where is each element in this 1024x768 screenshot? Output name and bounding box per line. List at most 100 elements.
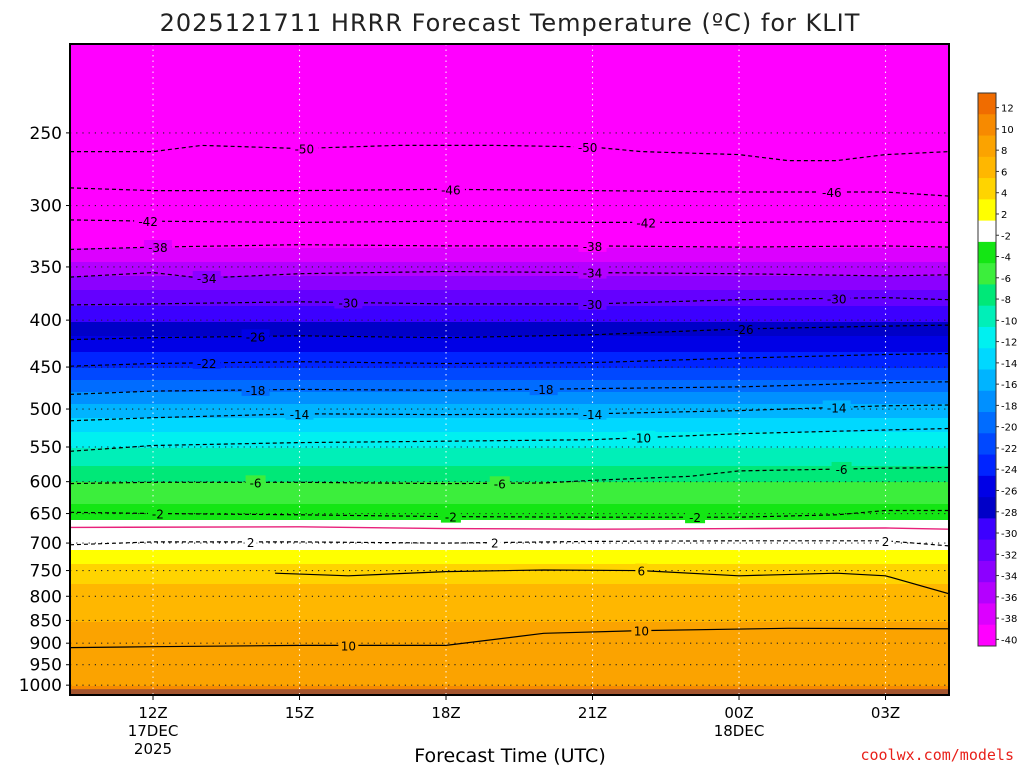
- temperature-band: [70, 170, 949, 173]
- temperature-band: [70, 180, 949, 183]
- temperature-band: [70, 614, 949, 617]
- contour-label: -34: [583, 267, 603, 281]
- contour-label: 10: [634, 625, 649, 639]
- temperature-band: [70, 236, 949, 239]
- contour-label-bg: [635, 563, 648, 577]
- temperature-band: [70, 136, 949, 139]
- colorbar-label: -18: [1001, 401, 1017, 412]
- y-tick-label: 700: [30, 534, 62, 554]
- temperature-band: [70, 466, 949, 469]
- temperature-band: [70, 398, 949, 401]
- colorbar-label: -40: [1001, 635, 1017, 646]
- temperature-band: [70, 106, 949, 109]
- temperature-band: [70, 532, 949, 535]
- temperature-band: [70, 276, 949, 279]
- temperature-band: [70, 164, 949, 167]
- temperature-band: [70, 270, 949, 273]
- temperature-band: [70, 280, 949, 283]
- temperature-band: [70, 88, 949, 91]
- colorbar-swatch: [978, 156, 996, 179]
- temperature-band: [70, 382, 949, 385]
- temperature-band: [70, 608, 949, 611]
- colorbar-label: -32: [1001, 550, 1017, 561]
- contour-label: -14: [290, 408, 310, 422]
- colorbar-frame: [977, 92, 997, 647]
- temperature-band: [70, 138, 949, 141]
- temperature-band: [70, 156, 949, 159]
- contour-label: -46: [441, 183, 461, 197]
- temperature-band: [70, 310, 949, 313]
- temperature-band: [70, 370, 949, 373]
- temperature-band: [70, 568, 949, 571]
- contour-label: -26: [246, 330, 266, 344]
- temperature-band: [70, 516, 949, 519]
- x-axis-title: Forecast Time (UTC): [414, 745, 605, 767]
- temperature-band: [70, 298, 949, 301]
- temperature-band: [70, 428, 949, 431]
- temperature-band: [70, 440, 949, 443]
- contour-label: -42: [636, 216, 656, 230]
- temperature-band: [70, 98, 949, 101]
- contour-label: -50: [578, 141, 598, 155]
- colorbar-swatch: [978, 199, 996, 222]
- temperature-band: [70, 414, 949, 417]
- temperature-band: [70, 186, 949, 189]
- temperature-band: [70, 592, 949, 595]
- temperature-band: [70, 92, 949, 95]
- temperature-band: [70, 334, 949, 337]
- contour-label: 10: [341, 639, 356, 653]
- temperature-band: [70, 356, 949, 359]
- temperature-band: [70, 618, 949, 621]
- temperature-band: [70, 318, 949, 321]
- temperature-band: [70, 678, 949, 681]
- temperature-band: [70, 308, 949, 311]
- contour-label: -26: [734, 323, 754, 337]
- temperature-band: [70, 590, 949, 593]
- temperature-band: [70, 322, 949, 325]
- temperature-band: [70, 520, 949, 523]
- colorbar-label: -4: [1001, 253, 1011, 264]
- temperature-band: [70, 110, 949, 113]
- temperature-band: [70, 290, 949, 293]
- temperature-band: [70, 686, 949, 689]
- temperature-band: [70, 628, 949, 631]
- temperature-band: [70, 504, 949, 507]
- temperature-band: [70, 122, 949, 125]
- contour-label: 2: [882, 535, 890, 549]
- contour-line: [70, 427, 949, 452]
- temperature-band: [70, 596, 949, 599]
- contour-label-bg: [290, 141, 319, 155]
- contour-label-bg: [831, 461, 852, 475]
- temperature-band: [70, 96, 949, 99]
- contour-label-bg: [134, 214, 163, 228]
- y-tick-label: 550: [30, 438, 62, 458]
- temperature-band: [70, 462, 949, 465]
- temperature-band: [70, 366, 949, 369]
- temperature-band: [70, 612, 949, 615]
- colorbar-label: -20: [1001, 423, 1017, 434]
- temperature-band: [70, 598, 949, 601]
- temperature-band: [70, 256, 949, 259]
- contour-label-bg: [338, 638, 359, 652]
- contour-line: [70, 381, 949, 395]
- contour-label-bg: [489, 476, 510, 490]
- temperature-band: [70, 158, 949, 161]
- temperature-bands: [70, 44, 949, 695]
- temperature-band: [70, 338, 949, 341]
- temperature-band: [70, 524, 949, 527]
- temperature-band: [70, 160, 949, 163]
- temperature-band: [70, 460, 949, 463]
- freezing-line: [70, 526, 949, 530]
- y-tick-label: 500: [30, 400, 62, 420]
- contour-label-bg: [573, 139, 602, 153]
- colorbar-swatch: [978, 603, 996, 626]
- contour-label-bg: [631, 623, 652, 637]
- temperature-band: [70, 324, 949, 327]
- temperature-band: [70, 340, 949, 343]
- colorbar-label: 12: [1001, 104, 1014, 115]
- temperature-band: [70, 582, 949, 585]
- temperature-band: [70, 102, 949, 105]
- temperature-band: [70, 638, 949, 641]
- temperature-band: [70, 94, 949, 97]
